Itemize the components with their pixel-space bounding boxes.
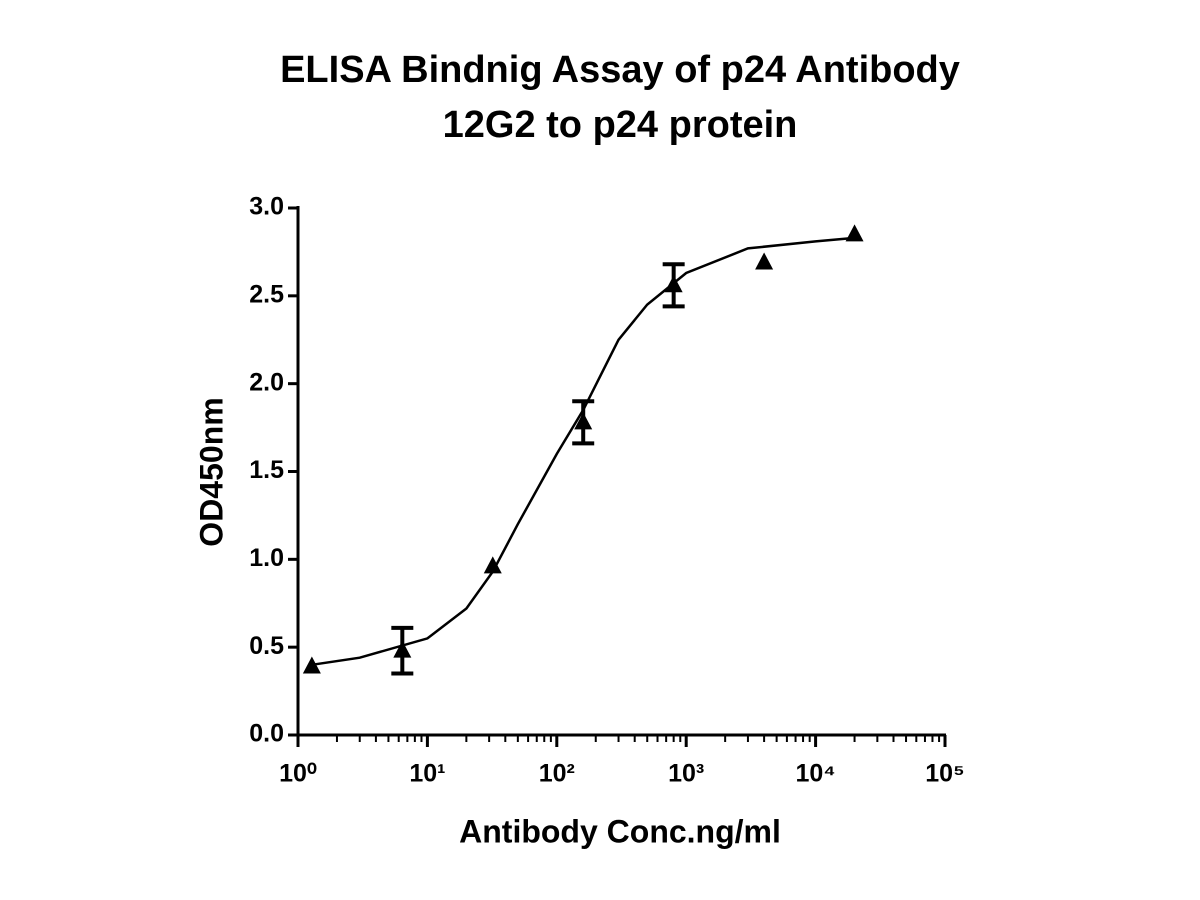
data-point <box>755 252 774 270</box>
x-tick-label: 10³ <box>668 760 704 788</box>
y-tick-label: 1.0 <box>249 544 284 572</box>
y-tick-label: 2.0 <box>249 368 284 396</box>
data-point <box>574 412 593 430</box>
data-point <box>483 556 502 574</box>
chart-title: ELISA Bindnig Assay of p24 Antibody <box>280 49 960 91</box>
x-tick-label: 10² <box>539 760 575 788</box>
data-point <box>845 224 864 242</box>
fit-curve <box>312 236 855 666</box>
chart-subtitle: 12G2 to p24 protein <box>443 104 798 146</box>
y-tick-label: 2.5 <box>249 280 284 308</box>
x-axis-label: Antibody Conc.ng/ml <box>459 813 781 849</box>
y-tick-label: 3.0 <box>249 193 284 221</box>
y-tick-label: 1.5 <box>249 456 284 484</box>
data-point <box>393 640 412 658</box>
x-tick-label: 10¹ <box>409 760 445 788</box>
data-point <box>302 656 321 674</box>
y-tick-label: 0.0 <box>249 720 284 748</box>
data-point <box>664 275 683 293</box>
x-tick-label: 10⁵ <box>925 760 965 788</box>
x-tick-label: 10⁰ <box>279 760 317 788</box>
x-tick-label: 10⁴ <box>796 760 836 788</box>
y-axis-label: OD450nm <box>193 397 229 546</box>
y-tick-label: 0.5 <box>249 632 284 660</box>
